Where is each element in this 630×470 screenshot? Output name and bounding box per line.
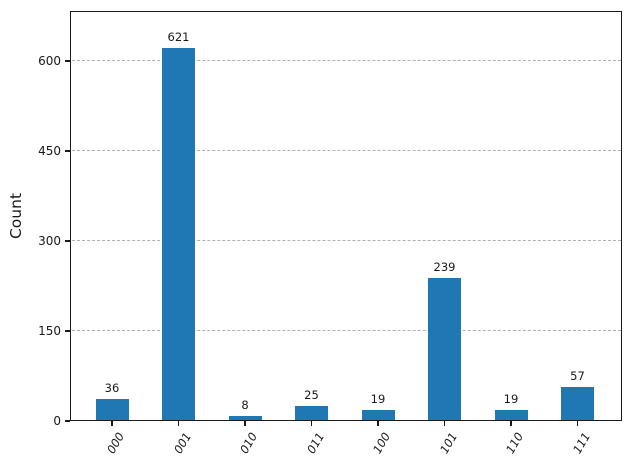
plot-area-frame [70, 11, 622, 421]
y-tick-mark-300 [65, 240, 70, 242]
x-tick-mark-100 [377, 421, 379, 426]
y-tick-mark-150 [65, 330, 70, 332]
y-tick-mark-0 [65, 420, 70, 422]
x-tick-label-100: 100 [370, 430, 394, 457]
bar-value-label-001: 621 [167, 30, 190, 45]
gridline-y-450 [71, 150, 621, 152]
x-tick-label-000: 000 [104, 430, 128, 457]
bar-100 [361, 409, 395, 421]
x-tick-mark-000 [111, 421, 113, 426]
gridline-y-150 [71, 330, 621, 332]
x-tick-mark-101 [443, 421, 446, 426]
y-tick-label-600: 600 [38, 53, 61, 68]
x-tick-label-110: 110 [503, 430, 527, 457]
bar-001 [162, 48, 195, 421]
x-tick-label-011: 011 [303, 430, 327, 457]
bar-110 [494, 409, 528, 421]
bar-value-label-000: 36 [104, 381, 120, 396]
y-tick-label-0: 0 [53, 414, 61, 428]
bar-101 [428, 277, 461, 421]
bar-value-label-101: 239 [433, 259, 456, 274]
x-tick-label-001: 001 [170, 430, 194, 457]
bar-111 [561, 386, 594, 421]
y-tick-label-150: 150 [38, 323, 61, 338]
bar-011 [295, 405, 328, 421]
x-tick-label-111: 111 [569, 430, 593, 457]
bar-value-label-010: 8 [241, 398, 249, 413]
x-tick-mark-010 [244, 421, 246, 426]
gridline-y-300 [71, 240, 621, 242]
x-tick-label-101: 101 [436, 430, 460, 457]
bar-010 [228, 416, 262, 421]
bar-value-label-111: 57 [570, 368, 585, 383]
y-tick-mark-600 [65, 60, 70, 62]
y-tick-label-450: 450 [38, 143, 61, 158]
x-tick-mark-110 [510, 421, 512, 426]
x-tick-mark-001 [177, 421, 180, 426]
x-tick-mark-011 [310, 421, 313, 426]
x-tick-label-010: 010 [237, 430, 261, 457]
bar-value-label-100: 19 [370, 391, 386, 406]
bar-000 [95, 399, 129, 421]
y-tick-mark-450 [65, 150, 70, 152]
bar-value-label-110: 19 [503, 391, 519, 406]
gridline-y-600 [71, 60, 621, 62]
y-tick-label-300: 300 [38, 233, 61, 248]
bar-value-label-011: 25 [304, 387, 319, 402]
y-axis-title-text: Count [7, 192, 25, 240]
x-tick-mark-111 [576, 421, 579, 426]
